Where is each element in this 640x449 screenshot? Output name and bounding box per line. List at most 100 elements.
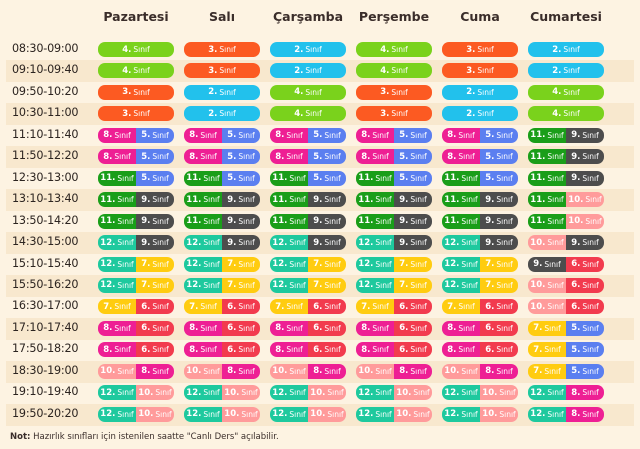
class-cell[interactable]: 11. Sınıf 9. Sınıf [442, 213, 518, 229]
class-cell[interactable]: 12. Sınıf 7. Sınıf [270, 256, 346, 272]
class-cell[interactable]: 4. Sınıf [270, 106, 346, 122]
class-cell[interactable]: 4. Sınıf [98, 63, 174, 79]
class-cell[interactable]: 2. Sınıf [184, 84, 260, 100]
class-cell[interactable]: 12. Sınıf 7. Sınıf [184, 256, 260, 272]
class-cell[interactable]: 3. Sınıf [442, 42, 518, 57]
class-cell[interactable]: 11. Sınıf 5. Sınıf [270, 170, 346, 186]
class-cell[interactable]: 12. Sınıf 10. Sınıf [270, 406, 346, 422]
class-cell[interactable]: 3. Sınıf [356, 84, 432, 100]
class-cell[interactable]: 7. Sınıf 6. Sınıf [356, 299, 432, 315]
class-cell[interactable]: 12. Sınıf 10. Sınıf [98, 406, 174, 422]
class-cell[interactable]: 12. Sınıf 9. Sınıf [184, 235, 260, 251]
class-cell[interactable]: 7. Sınıf 6. Sınıf [184, 299, 260, 315]
class-cell[interactable]: 10. Sınıf 8. Sınıf [356, 363, 432, 379]
class-cell[interactable]: 11. Sınıf 9. Sınıf [184, 192, 260, 208]
class-cell[interactable]: 12. Sınıf 10. Sınıf [356, 385, 432, 401]
class-cell[interactable]: 7. Sınıf 5. Sınıf [528, 342, 604, 358]
class-cell[interactable]: 11. Sınıf 9. Sınıf [184, 213, 260, 229]
class-cell[interactable]: 10. Sınıf 6. Sınıf [528, 277, 604, 293]
class-cell[interactable]: 2. Sınıf [270, 63, 346, 79]
class-cell[interactable]: 12. Sınıf 8. Sınıf [528, 385, 604, 401]
class-cell[interactable]: 12. Sınıf 10. Sınıf [184, 406, 260, 422]
class-cell[interactable]: 3. Sınıf [442, 63, 518, 79]
class-cell[interactable]: 4. Sınıf [356, 63, 432, 79]
class-cell[interactable]: 12. Sınıf 9. Sınıf [442, 235, 518, 251]
class-cell[interactable]: 8. Sınıf 5. Sınıf [356, 127, 432, 143]
class-cell[interactable]: 8. Sınıf 6. Sınıf [270, 342, 346, 358]
class-cell[interactable]: 12. Sınıf 8. Sınıf [528, 406, 604, 422]
class-cell[interactable]: 7. Sınıf 5. Sınıf [528, 320, 604, 336]
class-cell[interactable]: 12. Sınıf 9. Sınıf [98, 235, 174, 251]
class-cell[interactable]: 10. Sınıf 8. Sınıf [184, 363, 260, 379]
class-cell[interactable]: 7. Sınıf 6. Sınıf [270, 299, 346, 315]
class-cell[interactable]: 10. Sınıf 9. Sınıf [528, 235, 604, 251]
class-cell[interactable]: 11. Sınıf 9. Sınıf [270, 213, 346, 229]
class-cell[interactable]: 12. Sınıf 10. Sınıf [98, 385, 174, 401]
class-cell[interactable]: 3. Sınıf [98, 106, 174, 122]
class-cell[interactable]: 12. Sınıf 7. Sınıf [442, 277, 518, 293]
class-cell[interactable]: 11. Sınıf 5. Sınıf [98, 170, 174, 186]
class-cell[interactable]: 8. Sınıf 6. Sınıf [442, 342, 518, 358]
class-cell[interactable]: 12. Sınıf 7. Sınıf [270, 277, 346, 293]
class-cell[interactable]: 11. Sınıf 9. Sınıf [528, 127, 604, 143]
class-cell[interactable]: 11. Sınıf 9. Sınıf [528, 149, 604, 165]
class-cell[interactable]: 12. Sınıf 7. Sınıf [184, 277, 260, 293]
class-cell[interactable]: 12. Sınıf 10. Sınıf [442, 385, 518, 401]
class-cell[interactable]: 8. Sınıf 6. Sınıf [356, 320, 432, 336]
class-cell[interactable]: 4. Sınıf [356, 42, 432, 57]
class-cell[interactable]: 12. Sınıf 7. Sınıf [356, 277, 432, 293]
class-cell[interactable]: 11. Sınıf 9. Sınıf [528, 170, 604, 186]
class-cell[interactable]: 4. Sınıf [270, 84, 346, 100]
class-cell[interactable]: 12. Sınıf 9. Sınıf [356, 235, 432, 251]
class-cell[interactable]: 8. Sınıf 6. Sınıf [98, 320, 174, 336]
class-cell[interactable]: 8. Sınıf 5. Sınıf [442, 127, 518, 143]
class-cell[interactable]: 7. Sınıf 5. Sınıf [528, 363, 604, 379]
class-cell[interactable]: 8. Sınıf 5. Sınıf [184, 149, 260, 165]
class-cell[interactable]: 12. Sınıf 7. Sınıf [356, 256, 432, 272]
class-cell[interactable]: 10. Sınıf 8. Sınıf [270, 363, 346, 379]
class-cell[interactable]: 12. Sınıf 10. Sınıf [184, 385, 260, 401]
class-cell[interactable]: 8. Sınıf 5. Sınıf [98, 149, 174, 165]
class-cell[interactable]: 4. Sınıf [98, 42, 174, 57]
class-cell[interactable]: 3. Sınıf [98, 84, 174, 100]
class-cell[interactable]: 8. Sınıf 5. Sınıf [270, 127, 346, 143]
class-cell[interactable]: 8. Sınıf 5. Sınıf [184, 127, 260, 143]
class-cell[interactable]: 8. Sınıf 5. Sınıf [270, 149, 346, 165]
class-cell[interactable]: 9. Sınıf 6. Sınıf [528, 256, 604, 272]
class-cell[interactable]: 11. Sınıf 9. Sınıf [356, 192, 432, 208]
class-cell[interactable]: 3. Sınıf [184, 63, 260, 79]
class-cell[interactable]: 12. Sınıf 10. Sınıf [356, 406, 432, 422]
class-cell[interactable]: 3. Sınıf [356, 106, 432, 122]
class-cell[interactable]: 8. Sınıf 6. Sınıf [98, 342, 174, 358]
class-cell[interactable]: 11. Sınıf 9. Sınıf [98, 192, 174, 208]
class-cell[interactable]: 2. Sınıf [442, 84, 518, 100]
class-cell[interactable]: 12. Sınıf 7. Sınıf [98, 256, 174, 272]
class-cell[interactable]: 8. Sınıf 5. Sınıf [98, 127, 174, 143]
class-cell[interactable]: 11. Sınıf 5. Sınıf [442, 170, 518, 186]
class-cell[interactable]: 7. Sınıf 6. Sınıf [98, 299, 174, 315]
class-cell[interactable]: 10. Sınıf 8. Sınıf [98, 363, 174, 379]
class-cell[interactable]: 11. Sınıf 5. Sınıf [356, 170, 432, 186]
class-cell[interactable]: 12. Sınıf 10. Sınıf [270, 385, 346, 401]
class-cell[interactable]: 11. Sınıf 10. Sınıf [528, 192, 604, 208]
class-cell[interactable]: 10. Sınıf 8. Sınıf [442, 363, 518, 379]
class-cell[interactable]: 11. Sınıf 9. Sınıf [98, 213, 174, 229]
class-cell[interactable]: 10. Sınıf 6. Sınıf [528, 299, 604, 315]
class-cell[interactable]: 11. Sınıf 5. Sınıf [184, 170, 260, 186]
class-cell[interactable]: 2. Sınıf [442, 106, 518, 122]
class-cell[interactable]: 11. Sınıf 9. Sınıf [270, 192, 346, 208]
class-cell[interactable]: 3. Sınıf [184, 42, 260, 57]
class-cell[interactable]: 11. Sınıf 9. Sınıf [356, 213, 432, 229]
class-cell[interactable]: 4. Sınıf [528, 106, 604, 122]
class-cell[interactable]: 2. Sınıf [270, 42, 346, 57]
class-cell[interactable]: 12. Sınıf 7. Sınıf [442, 256, 518, 272]
class-cell[interactable]: 7. Sınıf 6. Sınıf [442, 299, 518, 315]
class-cell[interactable]: 8. Sınıf 5. Sınıf [356, 149, 432, 165]
class-cell[interactable]: 11. Sınıf 9. Sınıf [442, 192, 518, 208]
class-cell[interactable]: 8. Sınıf 6. Sınıf [356, 342, 432, 358]
class-cell[interactable]: 12. Sınıf 9. Sınıf [270, 235, 346, 251]
class-cell[interactable]: 8. Sınıf 6. Sınıf [270, 320, 346, 336]
class-cell[interactable]: 11. Sınıf 10. Sınıf [528, 213, 604, 229]
class-cell[interactable]: 2. Sınıf [528, 63, 604, 79]
class-cell[interactable]: 2. Sınıf [184, 106, 260, 122]
